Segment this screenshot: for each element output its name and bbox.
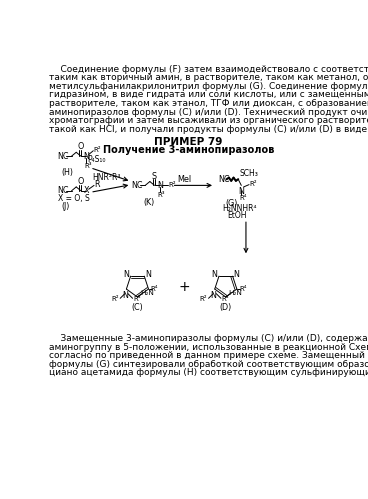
- Text: NC: NC: [131, 181, 143, 190]
- Text: X = O, S: X = O, S: [58, 194, 89, 203]
- Text: X: X: [84, 186, 89, 195]
- Text: SCH₃: SCH₃: [240, 169, 259, 178]
- Text: EtOH: EtOH: [227, 211, 247, 220]
- Text: (J): (J): [61, 202, 70, 211]
- Text: MeI: MeI: [177, 176, 191, 185]
- Text: H₂N: H₂N: [228, 290, 242, 296]
- Text: R³: R³: [133, 296, 141, 302]
- Text: циано ацетамида формулы (H) соответствующим сульфинирующим агентом, таким как P₄: циано ацетамида формулы (H) соответствую…: [49, 368, 368, 378]
- Text: ПРИМЕР 79: ПРИМЕР 79: [155, 137, 223, 147]
- Text: такой как HCl, и получали продукты формулы (С) и/или (D) в виде гидрохлоридов.: такой как HCl, и получали продукты форму…: [49, 125, 368, 134]
- Text: S: S: [152, 172, 157, 181]
- Text: (K): (K): [143, 198, 154, 207]
- Text: N: N: [123, 270, 129, 279]
- Text: метилсульфанилакрилонитрил формулы (G). Соединение формулы (G) далее реагировало: метилсульфанилакрилонитрил формулы (G). …: [49, 82, 368, 91]
- Text: HNR²R³: HNR²R³: [92, 173, 121, 182]
- Text: R: R: [94, 180, 100, 189]
- Text: N: N: [212, 270, 217, 279]
- Text: (C): (C): [132, 302, 143, 311]
- Text: R⁴: R⁴: [239, 195, 247, 201]
- Text: R²: R²: [249, 181, 256, 187]
- Text: гидразином, в виде гидрата или соли кислоты, или с замещенным гидразином в: гидразином, в виде гидрата или соли кисл…: [49, 90, 368, 99]
- Text: P₄S₁₀: P₄S₁₀: [87, 156, 106, 165]
- Text: H₂N: H₂N: [140, 290, 154, 296]
- Text: таким как вторичный амин, в растворителе, таком как метанол, образуя замещенный : таким как вторичный амин, в растворителе…: [49, 73, 368, 82]
- Text: N: N: [238, 187, 244, 196]
- Text: +: +: [178, 280, 190, 294]
- Text: аминопиразолов формулы (С) и/или (D). Технический продукт очищали с помощью флэш: аминопиразолов формулы (С) и/или (D). Те…: [49, 108, 368, 117]
- Text: (D): (D): [220, 302, 232, 311]
- Text: Соединение формулы (F) затем взаимодействовало с соответствующим нуклеофилом,: Соединение формулы (F) затем взаимодейст…: [49, 64, 368, 73]
- Text: NC: NC: [58, 152, 69, 161]
- Text: Получение 3-аминопиразолов: Получение 3-аминопиразолов: [103, 145, 274, 155]
- Text: R²: R²: [111, 296, 118, 302]
- Text: согласно по приведенной в данном примере схеме. Замещенный метилтиопропионитрил: согласно по приведенной в данном примере…: [49, 351, 368, 360]
- Text: NC: NC: [58, 186, 69, 195]
- Text: хроматографии и затем высаживали из органического растворителя добавлением кисло: хроматографии и затем высаживали из орга…: [49, 116, 368, 125]
- Text: R³: R³: [222, 296, 229, 302]
- Text: NC: NC: [218, 175, 230, 184]
- Text: R⁴: R⁴: [151, 286, 158, 292]
- Text: O: O: [78, 177, 84, 186]
- Text: Замещенные 3-аминопиразолы формулы (С) и/или (D), содержащие третичную: Замещенные 3-аминопиразолы формулы (С) и…: [49, 334, 368, 343]
- Text: N: N: [233, 270, 239, 279]
- Text: N: N: [145, 270, 151, 279]
- Text: растворителе, таком как этанол, ТГФ или диоксан, с образованием целевых замещенн: растворителе, таком как этанол, ТГФ или …: [49, 99, 368, 108]
- Text: R²: R²: [169, 183, 176, 189]
- Text: H₂NNHR⁴: H₂NNHR⁴: [223, 204, 257, 213]
- Text: R³: R³: [84, 163, 92, 169]
- Text: N: N: [122, 290, 128, 299]
- Text: N: N: [210, 290, 216, 299]
- Text: (G): (G): [226, 200, 238, 209]
- Text: аминогруппу в 5-положении, использованные в реакционной Схеме 1, также получали: аминогруппу в 5-положении, использованны…: [49, 343, 368, 352]
- Text: N: N: [157, 181, 163, 190]
- Text: (H): (H): [61, 168, 74, 177]
- Text: R²: R²: [93, 147, 101, 153]
- Text: O: O: [78, 142, 84, 151]
- Text: R²: R²: [199, 296, 207, 302]
- Text: формулы (G) синтезировали обработкой соответствующим образом замещенного: формулы (G) синтезировали обработкой соо…: [49, 360, 368, 369]
- Text: R³: R³: [158, 193, 165, 199]
- Text: N: N: [84, 152, 89, 161]
- Text: R⁴: R⁴: [239, 286, 247, 292]
